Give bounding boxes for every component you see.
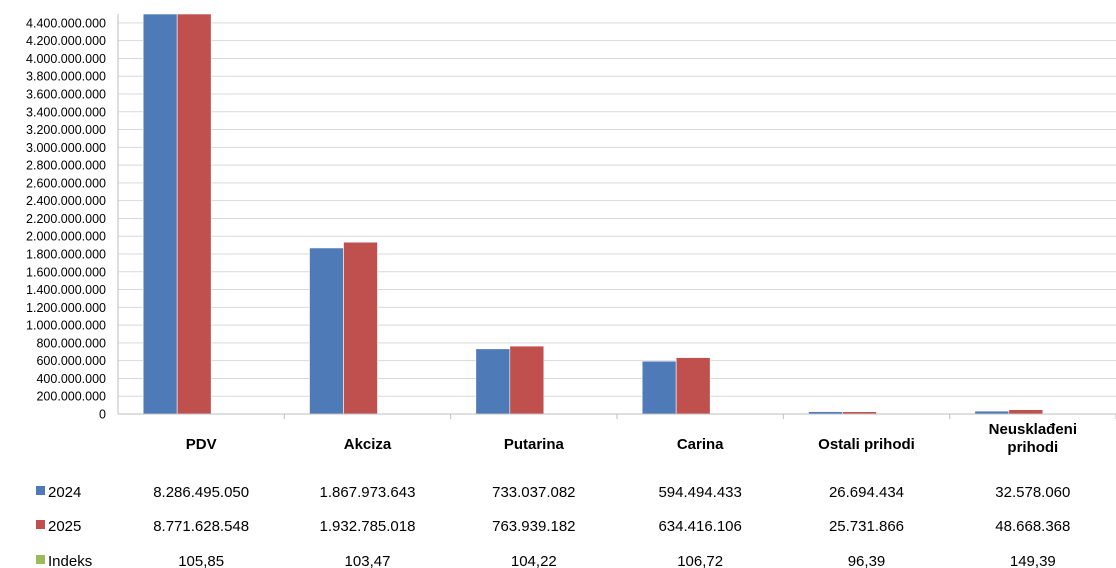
bar-2025 <box>343 241 378 415</box>
x-axis: PDV Akciza Putarina Carina Ostali prihodi Neu… <box>118 413 1116 456</box>
legend-label-2024: 2024 <box>48 484 81 501</box>
gridlines <box>118 22 1116 397</box>
table-cell: 733.037.082 <box>492 484 575 501</box>
y-tick-label: 4.200.000.000 <box>26 34 106 48</box>
y-tick-label: 600.000.000 <box>36 354 106 368</box>
bar-2024 <box>475 348 511 415</box>
table-cell: 8.286.495.050 <box>153 484 249 501</box>
y-tick-label: 3.600.000.000 <box>26 88 106 102</box>
category-label: PDV <box>186 436 217 453</box>
y-tick-label: 3.800.000.000 <box>26 70 106 84</box>
y-tick-label: 2.000.000.000 <box>26 230 106 244</box>
y-tick-label: 2.400.000.000 <box>26 194 106 208</box>
y-tick-label: 2.200.000.000 <box>26 212 106 226</box>
y-tick-label: 1.400.000.000 <box>26 283 106 297</box>
category-label: prihodi <box>1007 439 1058 456</box>
y-tick-label: 1.800.000.000 <box>26 248 106 262</box>
table-cell: 1.932.785.018 <box>320 518 416 535</box>
table-cell: 104,22 <box>511 553 557 568</box>
table-cell: 48.668.368 <box>995 518 1070 535</box>
y-tick-label: 1.200.000.000 <box>26 301 106 315</box>
table-cell: 594.494.433 <box>658 484 741 501</box>
y-tick-label: 0 <box>99 408 106 422</box>
category-label: Carina <box>677 436 724 453</box>
table-cell: 763.939.182 <box>492 518 575 535</box>
y-tick-label: 2.600.000.000 <box>26 176 106 190</box>
category-label: Akciza <box>344 436 392 453</box>
category-label: Neusklađeni <box>989 421 1077 438</box>
bar-2025 <box>1008 409 1044 415</box>
bar-2024 <box>309 247 344 415</box>
y-tick-label: 4.000.000.000 <box>26 52 106 66</box>
bar-2025 <box>509 345 545 415</box>
y-tick-label: 1.000.000.000 <box>26 319 106 333</box>
y-tick-label: 400.000.000 <box>36 372 106 386</box>
y-tick-label: 1.600.000.000 <box>26 265 106 279</box>
category-label: Putarina <box>504 436 565 453</box>
table-cell: 32.578.060 <box>995 484 1070 501</box>
y-tick-label: 800.000.000 <box>36 336 106 350</box>
y-tick-label: 3.200.000.000 <box>26 123 106 137</box>
table-cell: 103,47 <box>345 553 391 568</box>
y-tick-label: 3.000.000.000 <box>26 141 106 155</box>
bars <box>142 13 1044 415</box>
legend-label-2025: 2025 <box>48 518 81 535</box>
category-label: Ostali prihodi <box>818 436 915 453</box>
legend-key-2024 <box>36 486 45 495</box>
table-cell: 8.771.628.548 <box>153 518 249 535</box>
y-tick-label: 200.000.000 <box>36 390 106 404</box>
legend-key-2025 <box>36 520 45 529</box>
table-cell: 105,85 <box>178 553 224 568</box>
legend-key-Indeks <box>36 555 45 564</box>
table-cell: 25.731.866 <box>829 518 904 535</box>
bar-2024 <box>142 13 178 415</box>
bar-2024 <box>641 360 677 415</box>
table-cell: 149,39 <box>1010 553 1056 568</box>
legend-label-Indeks: Indeks <box>48 553 92 568</box>
bar-2025 <box>176 13 212 415</box>
data-table: 2024 8.286.495.050 1.867.973.643 733.037.08… <box>36 484 1070 568</box>
y-tick-label: 2.800.000.000 <box>26 159 106 173</box>
table-cell: 96,39 <box>848 553 886 568</box>
table-cell: 106,72 <box>677 553 723 568</box>
table-cell: 1.867.973.643 <box>320 484 416 501</box>
y-tick-label: 4.400.000.000 <box>26 16 106 30</box>
y-tick-label: 3.400.000.000 <box>26 105 106 119</box>
table-cell: 26.694.434 <box>829 484 904 501</box>
bar-2025 <box>675 357 711 415</box>
y-axis: 0 200.000.000 400.000.000 600.000.000 800.00… <box>26 14 119 422</box>
table-cell: 634.416.106 <box>658 518 741 535</box>
